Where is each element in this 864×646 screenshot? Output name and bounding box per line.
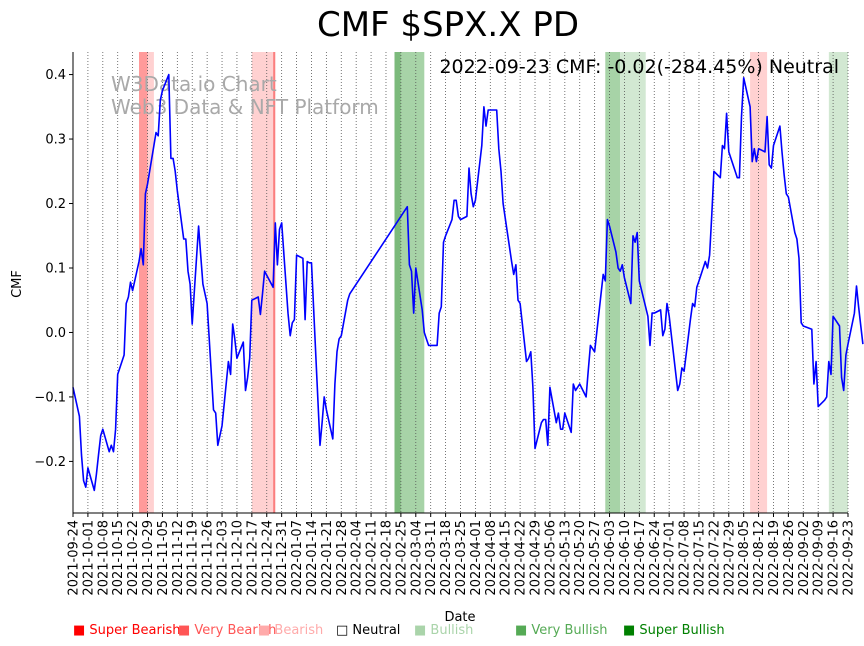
shade-bearish-2 [251,52,274,513]
shade-bullish-9 [828,52,848,513]
x-tick-label-6: 2021-11-05 [156,520,171,596]
cmf-series [72,73,864,492]
x-tick-label-21: 2022-02-18 [379,520,394,596]
x-tick-label-31: 2022-04-29 [529,520,544,596]
x-tick-label-44: 2022-07-29 [722,520,737,596]
x-tick-label-7: 2021-11-12 [171,520,186,596]
legend-item-super-bullish: ■ Super Bullish [623,623,725,638]
y-tick-label-4: 0.2 [45,197,66,212]
x-tick-label-22: 2022-02-25 [394,520,409,596]
x-tick-label-30: 2022-04-22 [514,520,529,596]
x-tick-label-15: 2022-01-07 [290,520,305,596]
x-tick-label-1: 2021-10-01 [81,520,96,596]
x-tick-label-28: 2022-04-08 [484,520,499,596]
x-tick-label-45: 2022-08-05 [737,520,752,596]
x-tick-label-50: 2022-09-09 [812,520,827,596]
shade-very-bearish-3 [273,52,276,513]
x-tick-label-20: 2022-02-11 [365,520,380,596]
shade-bearish-1 [147,52,154,513]
y-tick-label-0: −0.2 [34,455,66,470]
x-tick-label-17: 2022-01-21 [320,520,335,596]
x-tick-label-39: 2022-06-24 [648,520,663,596]
x-tick-label-46: 2022-08-12 [752,520,767,596]
x-tick-label-27: 2022-04-01 [469,520,484,596]
x-tick-label-4: 2021-10-22 [126,520,141,596]
legend: ■ Super Bearish■ Very Bearish■ Bearish □ … [73,623,725,638]
x-tick-label-10: 2021-12-03 [216,520,231,596]
x-tick-label-16: 2022-01-14 [305,520,320,596]
shade-very-bullish-6 [605,52,621,513]
x-tick-label-26: 2022-03-25 [454,520,469,596]
y-tick-label-3: 0.1 [45,261,66,276]
shade-super-bearish-0 [139,52,148,513]
x-tick-label-33: 2022-05-13 [558,520,573,596]
x-tick-label-29: 2022-04-15 [499,520,514,596]
x-tick-label-12: 2021-12-17 [245,520,260,596]
x-tick-label-48: 2022-08-26 [782,520,797,596]
x-tick-label-37: 2022-06-10 [618,520,633,596]
x-tick-label-43: 2022-07-22 [707,520,722,596]
x-tick-label-2: 2021-10-08 [96,520,111,596]
x-ticks: 2021-09-24 2021-10-01 2021-10-08 2021-10-15… [67,513,857,596]
legend-item-bearish: ■ Bearish [258,623,323,638]
watermark-line-1: W3Data.io Chart [111,72,277,96]
y-tick-label-2: 0.0 [45,326,66,341]
cmf-line [72,73,864,492]
x-tick-label-49: 2022-09-02 [797,520,812,596]
x-tick-label-9: 2021-11-26 [201,520,216,596]
shade-super-bullish-4 [394,52,401,513]
x-tick-label-51: 2022-09-16 [827,520,842,596]
x-tick-label-11: 2021-12-10 [230,520,245,596]
x-tick-label-34: 2022-05-20 [573,520,588,596]
y-tick-label-1: −0.1 [34,390,66,405]
vertical-gridlines [72,52,849,513]
x-tick-label-32: 2022-05-06 [543,520,558,596]
watermark-line-2: Web3 Data & NFT Platform [111,95,379,119]
x-tick-label-18: 2022-01-28 [335,520,350,596]
x-tick-label-38: 2022-06-17 [633,520,648,596]
legend-item-very-bearish: ■ Very Bearish [178,623,276,638]
x-axis-label: Date [444,610,475,625]
x-tick-label-13: 2021-12-24 [260,520,275,596]
x-tick-label-0: 2021-09-24 [67,520,82,596]
x-tick-label-8: 2021-11-19 [186,520,201,596]
x-tick-label-40: 2022-07-01 [663,520,678,596]
legend-item-super-bearish: ■ Super Bearish [73,623,181,638]
legend-item-neutral: □ Neutral [336,623,400,638]
x-tick-label-35: 2022-05-27 [588,520,603,596]
x-tick-label-25: 2022-03-18 [439,520,454,596]
x-tick-label-41: 2022-07-08 [678,520,693,596]
chart-title: CMF $SPX.X PD [317,5,579,45]
y-tick-label-5: 0.3 [45,133,66,148]
y-ticks: −0.2 −0.1 0.0 0.1 0.2 0.3 0.4 [34,68,73,470]
x-tick-label-24: 2022-03-11 [424,520,439,596]
watermark: W3Data.io Chart Web3 Data & NFT Platform [111,72,379,119]
shade-bearish-8 [750,52,768,513]
x-tick-label-19: 2022-02-04 [350,520,365,596]
y-axis-label: CMF [10,270,25,298]
sentiment-shading [139,52,848,513]
legend-item-very-bullish: ■ Very Bullish [515,623,607,638]
x-tick-label-23: 2022-03-04 [409,520,424,596]
shade-bullish-7 [620,52,646,513]
x-tick-label-14: 2021-12-31 [275,520,290,596]
x-tick-label-52: 2022-09-23 [842,520,857,596]
y-tick-label-6: 0.4 [45,68,66,83]
x-tick-label-47: 2022-08-19 [767,520,782,596]
x-tick-label-3: 2021-10-15 [111,520,126,596]
status-readout: 2022-09-23 CMF: -0.02(-284.45%) Neutral [439,56,839,78]
legend-item-bullish: ■ Bullish [414,623,473,638]
x-tick-label-5: 2021-10-29 [141,520,156,596]
x-tick-label-42: 2022-07-15 [692,520,707,596]
x-tick-label-36: 2022-06-03 [603,520,618,596]
